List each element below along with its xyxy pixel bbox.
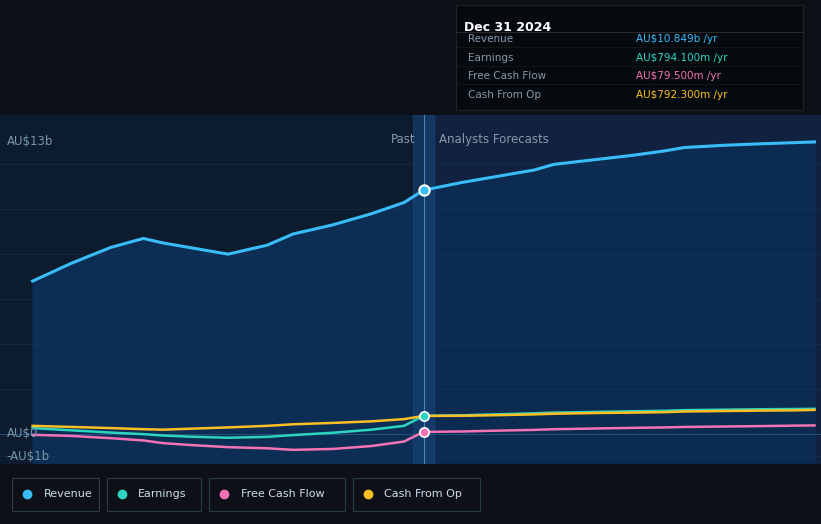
Text: Revenue: Revenue [468,35,513,45]
Text: AU$792.300m /yr: AU$792.300m /yr [636,90,727,100]
Text: Earnings: Earnings [138,489,186,499]
Text: Earnings: Earnings [468,53,513,63]
Text: Cash From Op: Cash From Op [384,489,462,499]
Text: Analysts Forecasts: Analysts Forecasts [439,133,549,146]
Text: Past: Past [391,133,415,146]
Text: Free Cash Flow: Free Cash Flow [241,489,324,499]
Point [417,412,430,420]
Text: Free Cash Flow: Free Cash Flow [468,71,546,81]
Bar [107,478,201,511]
Bar [353,478,480,511]
Text: AU$79.500m /yr: AU$79.500m /yr [636,71,721,81]
Bar [424,115,821,464]
Bar [413,115,434,464]
Text: AU$0: AU$0 [7,427,38,440]
Text: AU$13b: AU$13b [7,135,53,148]
Text: -AU$1b: -AU$1b [7,450,49,463]
Bar [456,5,803,111]
Text: AU$794.100m /yr: AU$794.100m /yr [636,53,727,63]
Bar [209,478,345,511]
Bar [12,478,99,511]
Text: Dec 31 2024: Dec 31 2024 [464,21,551,34]
Text: Cash From Op: Cash From Op [468,90,541,100]
Text: Revenue: Revenue [44,489,92,499]
Point [417,186,430,194]
Point [417,428,430,436]
Text: AU$10.849b /yr: AU$10.849b /yr [636,35,718,45]
